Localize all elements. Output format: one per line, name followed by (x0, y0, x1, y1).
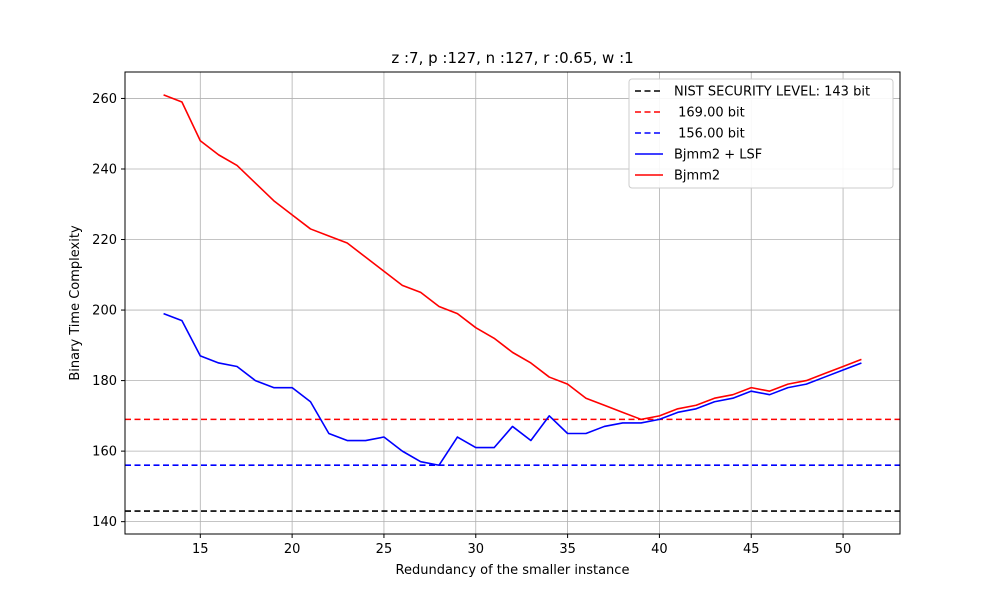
y-tick-label: 240 (92, 162, 117, 177)
series-lines (163, 94, 862, 467)
series-line (163, 312, 862, 467)
x-tick-label: 40 (651, 542, 668, 557)
x-tick-label: 50 (835, 542, 852, 557)
x-tick-label: 35 (559, 542, 576, 557)
legend-label: Bjmm2 + LSF (674, 148, 762, 163)
legend-label: Bjmm2 (674, 169, 720, 184)
plot-frame (124, 71, 901, 535)
series-line (163, 94, 862, 421)
y-axis-label: Binary Time Complexity (68, 225, 83, 381)
y-axis-ticks: 140 160 180 200 220 240 260 (92, 92, 125, 530)
y-tick-label: 140 (92, 515, 117, 530)
y-tick-label: 180 (92, 374, 117, 389)
legend: NIST SECURITY LEVEL: 143 bit 169.00 bit … (628, 78, 894, 189)
y-tick-label: 260 (92, 92, 117, 107)
legend-label: 169.00 bit (674, 106, 745, 121)
legend-label: NIST SECURITY LEVEL: 143 bit (674, 85, 870, 100)
legend-label: 156.00 bit (674, 127, 745, 142)
x-tick-label: 15 (192, 542, 209, 557)
y-tick-label: 200 (92, 304, 117, 319)
x-tick-label: 30 (467, 542, 484, 557)
x-axis-label: Redundancy of the smaller instance (396, 563, 630, 578)
x-axis-ticks: 15 20 25 30 35 40 45 50 (192, 534, 851, 557)
x-tick-label: 20 (284, 542, 301, 557)
y-tick-label: 160 (92, 445, 117, 460)
chart-title: z :7, p :127, n :127, r :0.65, w :1 (391, 49, 633, 67)
x-tick-label: 45 (743, 542, 760, 557)
reference-lines (125, 418, 900, 512)
y-tick-label: 220 (92, 233, 117, 248)
legend-box (628, 78, 894, 189)
x-tick-label: 25 (376, 542, 393, 557)
